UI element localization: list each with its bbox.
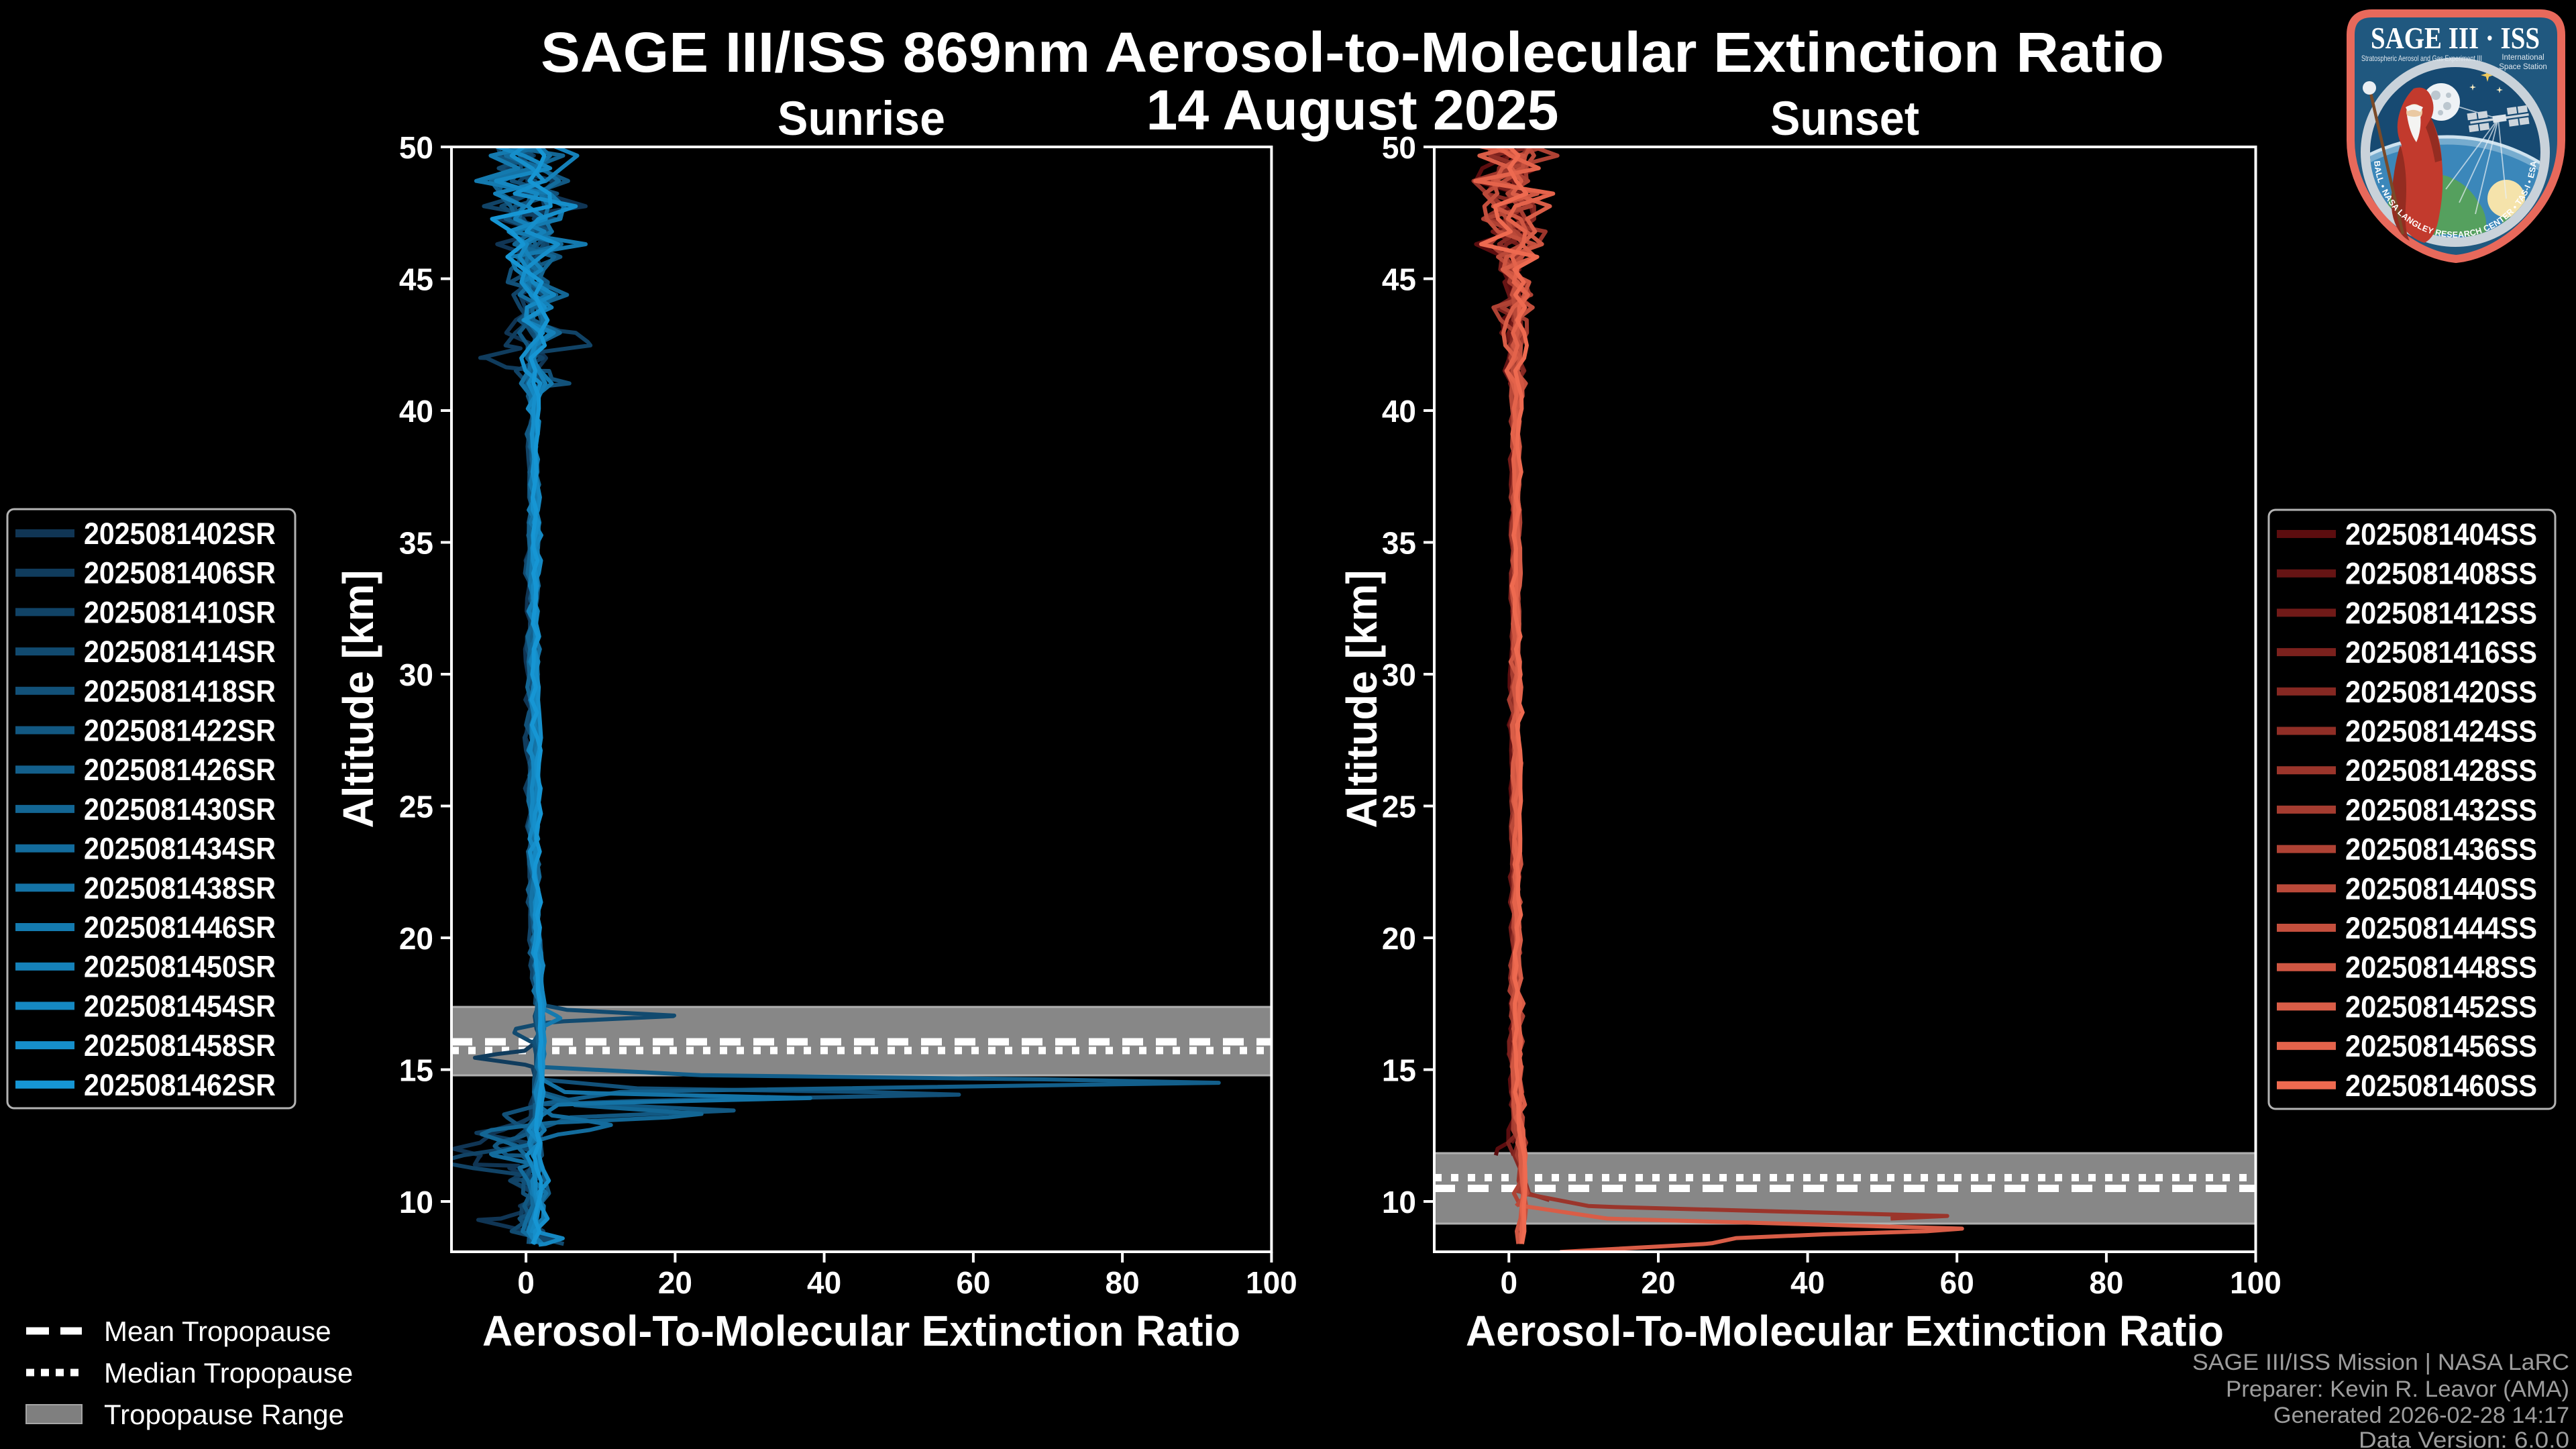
svg-text:2025081430SR: 2025081430SR — [84, 792, 276, 826]
svg-text:100: 100 — [1246, 1265, 1297, 1300]
svg-text:20: 20 — [1641, 1265, 1675, 1300]
svg-text:Tropopause Range: Tropopause Range — [104, 1399, 344, 1430]
svg-text:2025081412SS: 2025081412SS — [2345, 596, 2537, 630]
svg-text:2025081444SS: 2025081444SS — [2345, 911, 2537, 945]
svg-text:2025081456SS: 2025081456SS — [2345, 1029, 2537, 1063]
svg-text:2025081458SR: 2025081458SR — [84, 1028, 276, 1063]
svg-text:10: 10 — [399, 1185, 433, 1220]
svg-text:45: 45 — [1382, 262, 1416, 297]
svg-text:40: 40 — [399, 394, 433, 429]
svg-text:0: 0 — [517, 1265, 535, 1300]
svg-text:15: 15 — [399, 1053, 433, 1088]
svg-text:2025081432SS: 2025081432SS — [2345, 793, 2537, 827]
svg-text:20: 20 — [399, 921, 433, 956]
svg-text:2025081420SS: 2025081420SS — [2345, 675, 2537, 709]
svg-text:Altitude [km]: Altitude [km] — [1338, 570, 1386, 828]
svg-text:Space Station: Space Station — [2499, 63, 2547, 71]
svg-text:2025081440SS: 2025081440SS — [2345, 871, 2537, 906]
svg-text:Stratospheric Aerosol and Gas: Stratospheric Aerosol and Gas Experiment… — [2361, 54, 2482, 63]
svg-text:50: 50 — [1382, 130, 1416, 165]
svg-text:International: International — [2502, 54, 2544, 62]
svg-text:60: 60 — [956, 1265, 990, 1300]
svg-text:2025081424SS: 2025081424SS — [2345, 714, 2537, 749]
svg-text:30: 30 — [1382, 657, 1416, 692]
svg-text:2025081446SR: 2025081446SR — [84, 910, 276, 945]
svg-text:Aerosol-To-Molecular Extinctio: Aerosol-To-Molecular Extinction Ratio — [482, 1307, 1240, 1355]
svg-text:0: 0 — [1501, 1265, 1518, 1300]
svg-text:2025081426SR: 2025081426SR — [84, 753, 276, 787]
svg-text:2025081448SS: 2025081448SS — [2345, 951, 2537, 985]
svg-text:2025081434SR: 2025081434SR — [84, 832, 276, 866]
svg-text:2025081428SS: 2025081428SS — [2345, 753, 2537, 788]
svg-text:40: 40 — [1382, 394, 1416, 429]
svg-text:Generated 2026-02-28 14:17: Generated 2026-02-28 14:17 — [2273, 1403, 2569, 1428]
svg-text:Data Version: 6.0.0: Data Version: 6.0.0 — [2359, 1428, 2569, 1449]
svg-text:60: 60 — [1940, 1265, 1974, 1300]
svg-text:80: 80 — [2089, 1265, 2123, 1300]
svg-text:100: 100 — [2230, 1265, 2282, 1300]
svg-text:25: 25 — [1382, 790, 1416, 824]
svg-text:Mean Tropopause: Mean Tropopause — [104, 1316, 331, 1347]
svg-text:45: 45 — [399, 262, 433, 297]
svg-text:10: 10 — [1382, 1185, 1416, 1220]
svg-text:15: 15 — [1382, 1053, 1416, 1088]
svg-text:2025081422SR: 2025081422SR — [84, 714, 276, 748]
svg-text:2025081436SS: 2025081436SS — [2345, 833, 2537, 867]
svg-text:Sunset: Sunset — [1770, 93, 1919, 146]
svg-text:2025081414SR: 2025081414SR — [84, 635, 276, 669]
svg-text:2025081462SR: 2025081462SR — [84, 1068, 276, 1102]
svg-text:25: 25 — [399, 790, 433, 824]
svg-text:2025081408SS: 2025081408SS — [2345, 557, 2537, 591]
svg-text:2025081410SR: 2025081410SR — [84, 595, 276, 629]
svg-text:2025081406SR: 2025081406SR — [84, 556, 276, 590]
svg-text:SAGE III/ISS 869nm Aerosol-to-: SAGE III/ISS 869nm Aerosol-to-Molecular … — [541, 21, 2164, 84]
svg-text:2025081402SR: 2025081402SR — [84, 517, 276, 551]
svg-text:Sunrise: Sunrise — [777, 93, 945, 146]
svg-text:2025081418SR: 2025081418SR — [84, 674, 276, 708]
svg-text:2025081450SR: 2025081450SR — [84, 950, 276, 984]
svg-text:SAGE III/ISS Mission | NASA La: SAGE III/ISS Mission | NASA LaRC — [2192, 1350, 2569, 1375]
svg-text:Median Tropopause: Median Tropopause — [104, 1357, 353, 1389]
svg-text:30: 30 — [399, 657, 433, 692]
svg-text:14 August 2025: 14 August 2025 — [1146, 78, 1559, 142]
svg-text:2025081452SS: 2025081452SS — [2345, 989, 2537, 1024]
svg-text:Aerosol-To-Molecular Extinctio: Aerosol-To-Molecular Extinction Ratio — [1466, 1307, 2224, 1355]
svg-text:Preparer: Kevin R. Leavor (AMA: Preparer: Kevin R. Leavor (AMA) — [2226, 1377, 2569, 1402]
svg-text:35: 35 — [399, 526, 433, 561]
svg-text:Altitude [km]: Altitude [km] — [334, 570, 382, 828]
svg-text:35: 35 — [1382, 526, 1416, 561]
svg-text:80: 80 — [1106, 1265, 1140, 1300]
svg-text:40: 40 — [1790, 1265, 1825, 1300]
svg-text:2025081454SR: 2025081454SR — [84, 989, 276, 1023]
svg-text:2025081438SR: 2025081438SR — [84, 871, 276, 905]
svg-text:2025081404SS: 2025081404SS — [2345, 517, 2537, 551]
svg-text:2025081460SS: 2025081460SS — [2345, 1069, 2537, 1103]
svg-text:20: 20 — [658, 1265, 692, 1300]
svg-text:2025081416SS: 2025081416SS — [2345, 635, 2537, 669]
svg-text:20: 20 — [1382, 921, 1416, 956]
svg-text:SAGE III · ISS: SAGE III · ISS — [2371, 21, 2540, 55]
svg-text:40: 40 — [807, 1265, 841, 1300]
svg-text:50: 50 — [399, 130, 433, 165]
